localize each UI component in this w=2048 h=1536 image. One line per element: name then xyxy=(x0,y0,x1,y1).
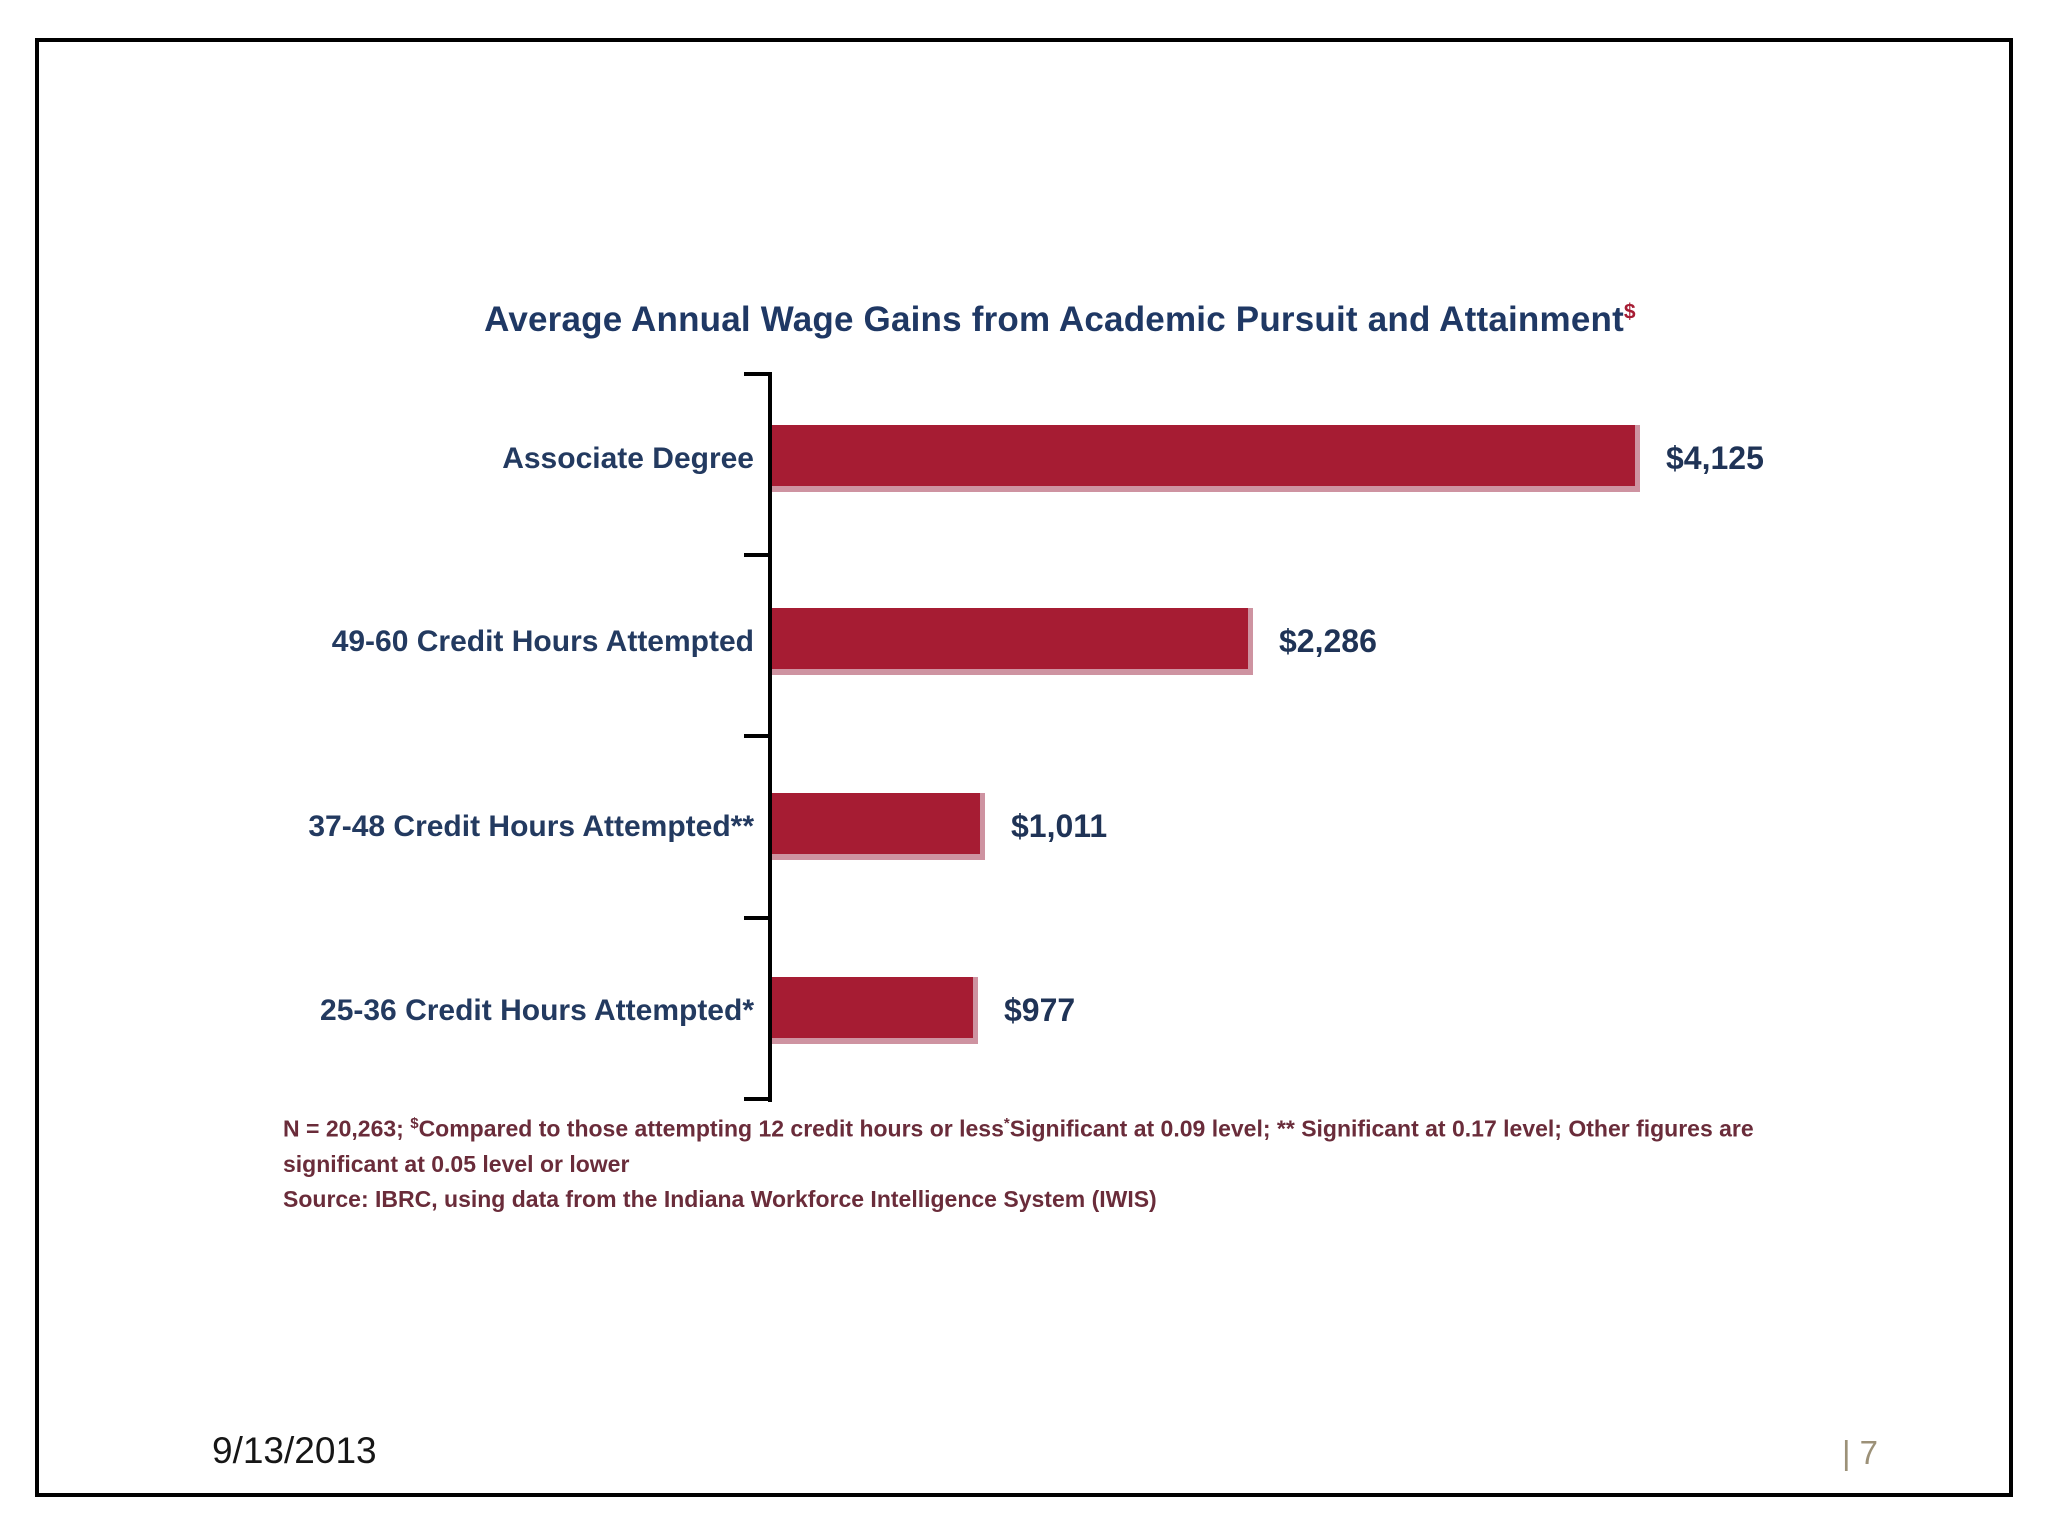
value-label: $1,011 xyxy=(1011,808,1108,844)
chart-title: Average Annual Wage Gains from Academic … xyxy=(310,300,1810,340)
footnote-superscript-asterisk: * xyxy=(1003,1115,1010,1132)
bar-row-25-36-credit-hours: 25-36 Credit Hours Attempted* $977 xyxy=(0,977,2048,1044)
footnote-n-count: N = 20,263; xyxy=(283,1115,411,1142)
bar-row-49-60-credit-hours: 49-60 Credit Hours Attempted $2,286 xyxy=(0,608,2048,675)
value-label: $2,286 xyxy=(1279,623,1377,659)
footer-page-divider: | xyxy=(1842,1434,1851,1471)
bar-37-48-credit-hours xyxy=(772,793,985,860)
footnote-superscript-dollar: $ xyxy=(410,1115,419,1132)
bar-49-60-credit-hours xyxy=(772,608,1253,675)
axis-tick xyxy=(744,916,772,920)
chart-title-superscript: $ xyxy=(1623,300,1636,324)
bar-associate-degree xyxy=(772,425,1640,492)
slide-border xyxy=(35,38,2013,1497)
chart-title-text: Average Annual Wage Gains from Academic … xyxy=(484,300,1624,339)
footer-page: | 7 xyxy=(1842,1434,1878,1472)
axis-tick xyxy=(744,372,772,376)
footnote-block: N = 20,263; $Compared to those attemptin… xyxy=(283,1106,1813,1217)
axis-tick xyxy=(744,734,772,738)
category-label: 37-48 Credit Hours Attempted** xyxy=(308,809,754,843)
value-label: $4,125 xyxy=(1666,440,1764,476)
footer-date: 9/13/2013 xyxy=(212,1430,377,1471)
category-label: Associate Degree xyxy=(502,441,754,475)
category-label: 49-60 Credit Hours Attempted xyxy=(331,624,754,658)
axis-tick xyxy=(744,553,772,557)
footnote-compared-text: Compared to those attempting 12 credit h… xyxy=(418,1115,1004,1142)
source-line: Source: IBRC, using data from the Indian… xyxy=(283,1185,1157,1212)
footnote-line-2: significant at 0.05 level or lower xyxy=(283,1150,630,1177)
footnote-line-1: N = 20,263; $Compared to those attemptin… xyxy=(283,1106,1813,1147)
bar-25-36-credit-hours xyxy=(772,977,978,1044)
category-label: 25-36 Credit Hours Attempted* xyxy=(320,993,754,1027)
bar-row-associate-degree: Associate Degree $4,125 xyxy=(0,425,2048,492)
footer-page-number: 7 xyxy=(1859,1434,1878,1471)
bar-row-37-48-credit-hours: 37-48 Credit Hours Attempted** $1,011 xyxy=(0,793,2048,860)
value-label: $977 xyxy=(1004,992,1076,1028)
axis-tick xyxy=(744,1097,772,1101)
footnote-significance-text: Significant at 0.09 level; ** Significan… xyxy=(1009,1115,1754,1142)
